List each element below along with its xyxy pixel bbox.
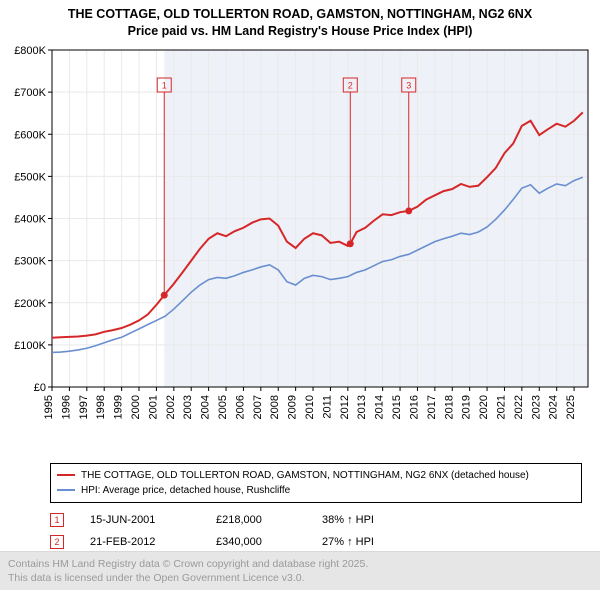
annotation-number-box: 2 [50, 535, 64, 549]
x-tick-label: 2007 [252, 395, 264, 419]
y-tick-label: £400K [14, 213, 46, 225]
x-tick-label: 1995 [43, 395, 55, 419]
x-tick-label: 2020 [478, 395, 490, 419]
x-tick-label: 2016 [408, 395, 420, 419]
legend-row: HPI: Average price, detached house, Rush… [57, 483, 575, 498]
x-tick-label: 2004 [200, 395, 212, 419]
annotation-delta: 27% ↑ HPI [322, 536, 412, 548]
x-tick-label: 2009 [287, 395, 299, 419]
chart-svg: £0 £100K £200K £300K £400K £500K £600K £700K £80… [0, 42, 600, 457]
x-tick-label: 2005 [217, 395, 229, 419]
y-tick-label: £500K [14, 171, 46, 183]
sale-marker-dot [347, 240, 354, 247]
x-tick-label: 2003 [182, 395, 194, 419]
y-tick-label: £100K [14, 340, 46, 352]
legend-label: THE COTTAGE, OLD TOLLERTON ROAD, GAMSTON… [81, 468, 529, 483]
annotation-delta: 38% ↑ HPI [322, 514, 412, 526]
sale-marker-number: 1 [162, 80, 167, 90]
footer-line-1: Contains HM Land Registry data © Crown c… [8, 557, 592, 571]
legend: THE COTTAGE, OLD TOLLERTON ROAD, GAMSTON… [50, 463, 582, 503]
annotation-number-box: 1 [50, 513, 64, 527]
x-tick-label: 2025 [565, 395, 577, 419]
x-tick-label: 1998 [95, 395, 107, 419]
footer-attribution: Contains HM Land Registry data © Crown c… [0, 551, 600, 590]
chart-title: THE COTTAGE, OLD TOLLERTON ROAD, GAMSTON… [0, 0, 600, 42]
y-tick-label: £0 [34, 382, 46, 394]
x-tick-label: 2012 [339, 395, 351, 419]
annotation-price: £340,000 [216, 536, 296, 548]
sale-marker-number: 3 [406, 80, 411, 90]
x-tick-label: 2006 [234, 395, 246, 419]
x-tick-label: 2024 [548, 395, 560, 419]
x-tick-label: 1996 [60, 395, 72, 419]
footer-line-2: This data is licensed under the Open Gov… [8, 571, 592, 585]
x-tick-label: 2002 [165, 395, 177, 419]
y-tick-label: £800K [14, 45, 46, 57]
x-tick-label: 2011 [321, 395, 333, 419]
chart-area: £0 £100K £200K £300K £400K £500K £600K £700K £80… [0, 42, 600, 457]
legend-swatch [57, 489, 75, 491]
annotation-row: 1 15-JUN-2001 £218,000 38% ↑ HPI [50, 509, 582, 531]
y-tick-label: £300K [14, 255, 46, 267]
x-tick-label: 2015 [391, 395, 403, 419]
title-line-2: Price paid vs. HM Land Registry's House … [10, 23, 590, 40]
x-tick-label: 2023 [530, 395, 542, 419]
x-tick-label: 2001 [147, 395, 159, 419]
x-tick-label: 2014 [374, 395, 386, 419]
x-tick-label: 2000 [130, 395, 142, 419]
annotation-price: £218,000 [216, 514, 296, 526]
x-tick-label: 2013 [356, 395, 368, 419]
y-tick-label: £200K [14, 298, 46, 310]
x-tick-label: 2021 [495, 395, 507, 419]
x-tick-label: 2008 [269, 395, 281, 419]
annotation-date: 15-JUN-2001 [90, 514, 190, 526]
annotation-date: 21-FEB-2012 [90, 536, 190, 548]
x-tick-label: 2019 [461, 395, 473, 419]
x-tick-label: 1997 [78, 395, 90, 419]
legend-row: THE COTTAGE, OLD TOLLERTON ROAD, GAMSTON… [57, 468, 575, 483]
legend-label: HPI: Average price, detached house, Rush… [81, 483, 290, 498]
y-tick-label: £700K [14, 87, 46, 99]
y-tick-label: £600K [14, 129, 46, 141]
sale-marker-dot [161, 291, 168, 298]
x-tick-label: 2022 [513, 395, 525, 419]
x-tick-label: 1999 [113, 395, 125, 419]
legend-swatch [57, 474, 75, 476]
x-tick-label: 2017 [426, 395, 438, 419]
sale-marker-dot [405, 207, 412, 214]
sale-marker-number: 2 [348, 80, 353, 90]
x-tick-label: 2018 [443, 395, 455, 419]
annotation-row: 2 21-FEB-2012 £340,000 27% ↑ HPI [50, 531, 582, 553]
x-tick-label: 2010 [304, 395, 316, 419]
title-line-1: THE COTTAGE, OLD TOLLERTON ROAD, GAMSTON… [10, 6, 590, 23]
